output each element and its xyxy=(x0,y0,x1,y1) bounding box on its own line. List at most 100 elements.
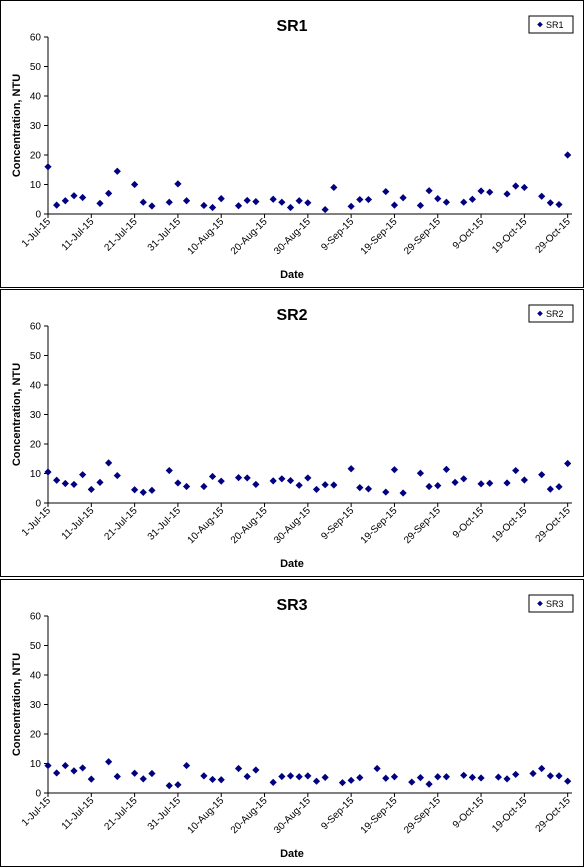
data-point xyxy=(399,194,407,202)
x-tick-label: 19-Oct-15 xyxy=(490,505,530,545)
data-point xyxy=(131,486,139,494)
x-tick-label: 1-Jul-15 xyxy=(20,795,54,829)
y-tick-label: 0 xyxy=(35,499,41,510)
data-point xyxy=(165,198,173,206)
x-tick-label: 31-Jul-15 xyxy=(146,505,184,543)
data-point xyxy=(269,778,277,786)
x-tick-label: 20-Aug-15 xyxy=(229,505,270,546)
legend-marker xyxy=(537,600,543,607)
chart-title: SR3 xyxy=(276,597,307,614)
data-point xyxy=(477,187,485,195)
data-point xyxy=(105,459,113,467)
data-point xyxy=(321,205,329,214)
data-point xyxy=(70,480,78,489)
y-tick-label: 30 xyxy=(30,410,42,421)
data-point xyxy=(321,773,329,781)
data-point xyxy=(234,764,243,773)
data-point xyxy=(442,773,451,781)
x-tick-label: 19-Oct-15 xyxy=(490,216,530,256)
data-point xyxy=(347,776,355,784)
data-point xyxy=(382,187,390,196)
data-point xyxy=(252,480,260,489)
data-point xyxy=(425,482,433,491)
x-tick-label: 9-Oct-15 xyxy=(451,795,487,831)
data-point xyxy=(390,466,399,474)
data-point xyxy=(165,466,173,475)
x-tick-label: 19-Oct-15 xyxy=(490,795,530,835)
data-point xyxy=(304,772,312,780)
data-point xyxy=(87,485,95,494)
data-point xyxy=(131,180,139,189)
data-point xyxy=(555,772,563,780)
data-point xyxy=(105,189,113,197)
data-point xyxy=(312,485,321,494)
data-point xyxy=(200,772,208,780)
data-point xyxy=(139,488,147,496)
data-point xyxy=(87,775,95,783)
data-point xyxy=(79,471,87,479)
data-point xyxy=(347,202,355,210)
data-point xyxy=(174,180,182,188)
x-tick-label: 20-Aug-15 xyxy=(229,795,270,836)
data-point xyxy=(234,202,243,210)
data-point xyxy=(53,201,61,209)
data-point xyxy=(460,198,468,206)
data-point xyxy=(468,195,476,203)
y-tick-label: 60 xyxy=(30,612,42,623)
data-point xyxy=(252,198,260,206)
data-point xyxy=(165,782,173,790)
data-point xyxy=(512,770,520,779)
chart-svg-1: SR1 0 10 20 30 40 50 60 1-Jul-15 11-Jul-15 21-Jul-… xyxy=(11,15,574,281)
data-point xyxy=(70,767,78,775)
chart-panel-2: SR2 0 10 20 30 40 50 60 1-Jul-15 11-Jul-15 21-Jul-… xyxy=(0,289,584,577)
data-point xyxy=(286,203,295,212)
data-point xyxy=(113,772,121,781)
data-point xyxy=(390,201,399,209)
data-point xyxy=(44,468,52,476)
data-point xyxy=(330,481,338,489)
x-tick-label: 21-Jul-15 xyxy=(102,216,140,254)
y-axis-label: Concentration, NTU xyxy=(11,363,23,466)
y-tick-label: 10 xyxy=(30,469,42,480)
data-point xyxy=(295,197,303,205)
legend-label: SR1 xyxy=(546,20,564,30)
data-point xyxy=(79,764,87,772)
y-tick-label: 40 xyxy=(30,92,42,103)
y-tick-label: 10 xyxy=(30,759,42,770)
data-point xyxy=(200,201,208,210)
data-point xyxy=(208,203,217,212)
data-point xyxy=(364,195,373,204)
data-point xyxy=(286,476,295,485)
x-tick-label: 11-Jul-15 xyxy=(60,216,97,253)
x-tick-label: 29-Sep-15 xyxy=(402,505,443,546)
x-tick-label: 11-Jul-15 xyxy=(60,505,97,542)
data-point xyxy=(512,466,520,475)
data-point xyxy=(477,774,485,782)
x-tick-label: 30-Aug-15 xyxy=(272,505,313,546)
data-point xyxy=(243,196,251,205)
data-point xyxy=(252,766,260,774)
chart-svg-3: SR3 0 10 20 30 40 50 60 1-Jul-15 11-Jul-15 21-Jul-… xyxy=(11,594,574,860)
data-point xyxy=(243,474,251,482)
y-tick-label: 60 xyxy=(30,33,42,44)
data-point xyxy=(512,182,520,190)
data-point xyxy=(538,471,546,479)
data-point xyxy=(131,769,139,777)
data-point xyxy=(217,776,225,784)
data-point xyxy=(434,195,442,203)
data-point xyxy=(105,758,113,766)
data-point xyxy=(295,773,303,781)
data-point xyxy=(503,190,511,198)
data-point xyxy=(416,469,425,477)
y-tick-label: 50 xyxy=(30,351,42,362)
data-point xyxy=(538,764,546,773)
y-tick-label: 20 xyxy=(30,151,42,162)
legend-box xyxy=(528,594,574,613)
data-point xyxy=(546,199,554,207)
x-tick-label: 29-Oct-15 xyxy=(534,795,574,835)
data-point xyxy=(356,774,364,782)
data-point xyxy=(278,198,286,206)
chart-title: SR2 xyxy=(276,307,307,324)
y-axis-label: Concentration, NTU xyxy=(11,74,23,177)
data-point xyxy=(44,761,52,770)
